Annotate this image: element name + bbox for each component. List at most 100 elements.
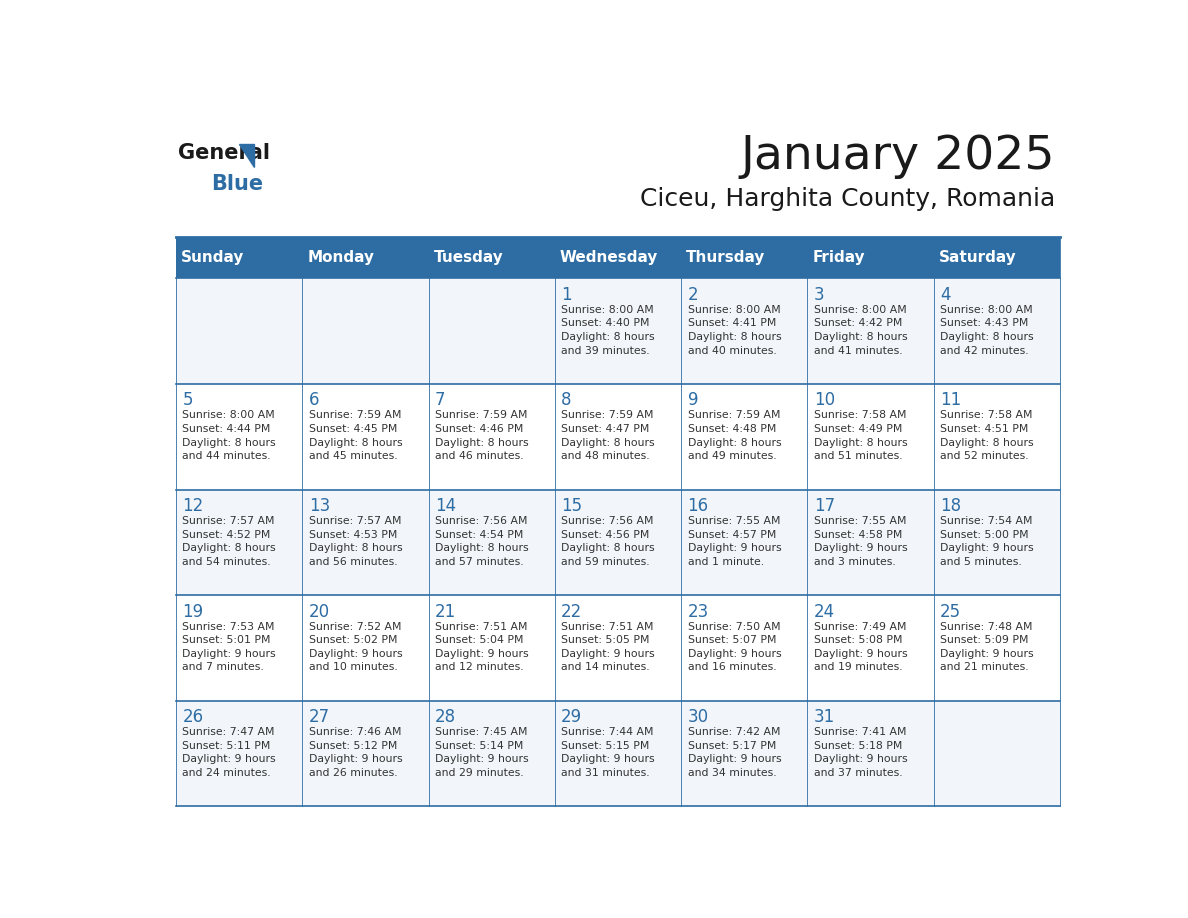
Text: Sunrise: 7:53 AM
Sunset: 5:01 PM
Daylight: 9 hours
and 7 minutes.: Sunrise: 7:53 AM Sunset: 5:01 PM Dayligh… bbox=[183, 621, 276, 672]
Bar bbox=[681, 489, 808, 595]
Bar bbox=[429, 595, 555, 700]
Text: Sunrise: 7:59 AM
Sunset: 4:47 PM
Daylight: 8 hours
and 48 minutes.: Sunrise: 7:59 AM Sunset: 4:47 PM Dayligh… bbox=[561, 410, 655, 461]
Text: 29: 29 bbox=[561, 708, 582, 726]
Bar bbox=[429, 278, 555, 384]
Text: 17: 17 bbox=[814, 497, 835, 515]
Text: Sunrise: 7:57 AM
Sunset: 4:52 PM
Daylight: 8 hours
and 54 minutes.: Sunrise: 7:57 AM Sunset: 4:52 PM Dayligh… bbox=[183, 516, 276, 566]
Text: Sunrise: 7:59 AM
Sunset: 4:45 PM
Daylight: 8 hours
and 45 minutes.: Sunrise: 7:59 AM Sunset: 4:45 PM Dayligh… bbox=[309, 410, 403, 461]
Bar bbox=[934, 700, 1060, 806]
Bar bbox=[808, 489, 934, 595]
Text: Sunrise: 8:00 AM
Sunset: 4:41 PM
Daylight: 8 hours
and 40 minutes.: Sunrise: 8:00 AM Sunset: 4:41 PM Dayligh… bbox=[688, 305, 782, 355]
Bar bbox=[934, 278, 1060, 384]
Bar bbox=[934, 238, 1060, 278]
Text: 19: 19 bbox=[183, 602, 203, 621]
Text: 10: 10 bbox=[814, 391, 835, 409]
Text: Ciceu, Harghita County, Romania: Ciceu, Harghita County, Romania bbox=[640, 186, 1055, 210]
Bar bbox=[303, 700, 429, 806]
Bar bbox=[176, 489, 303, 595]
Text: 20: 20 bbox=[309, 602, 330, 621]
Text: Sunrise: 7:56 AM
Sunset: 4:56 PM
Daylight: 8 hours
and 59 minutes.: Sunrise: 7:56 AM Sunset: 4:56 PM Dayligh… bbox=[561, 516, 655, 566]
Bar bbox=[429, 238, 555, 278]
Text: 30: 30 bbox=[688, 708, 708, 726]
Text: 9: 9 bbox=[688, 391, 699, 409]
Text: Sunrise: 7:52 AM
Sunset: 5:02 PM
Daylight: 9 hours
and 10 minutes.: Sunrise: 7:52 AM Sunset: 5:02 PM Dayligh… bbox=[309, 621, 403, 672]
Text: 8: 8 bbox=[561, 391, 571, 409]
Text: 26: 26 bbox=[183, 708, 203, 726]
Text: 3: 3 bbox=[814, 285, 824, 304]
Text: 11: 11 bbox=[940, 391, 961, 409]
Text: 24: 24 bbox=[814, 602, 835, 621]
Bar bbox=[176, 238, 303, 278]
Text: 27: 27 bbox=[309, 708, 330, 726]
Text: Sunrise: 7:55 AM
Sunset: 4:58 PM
Daylight: 9 hours
and 3 minutes.: Sunrise: 7:55 AM Sunset: 4:58 PM Dayligh… bbox=[814, 516, 908, 566]
Bar bbox=[555, 595, 681, 700]
Text: Sunrise: 8:00 AM
Sunset: 4:40 PM
Daylight: 8 hours
and 39 minutes.: Sunrise: 8:00 AM Sunset: 4:40 PM Dayligh… bbox=[561, 305, 655, 355]
Text: Thursday: Thursday bbox=[687, 251, 765, 265]
Text: Blue: Blue bbox=[211, 174, 264, 195]
Text: Sunrise: 7:42 AM
Sunset: 5:17 PM
Daylight: 9 hours
and 34 minutes.: Sunrise: 7:42 AM Sunset: 5:17 PM Dayligh… bbox=[688, 727, 782, 778]
Text: Sunrise: 8:00 AM
Sunset: 4:44 PM
Daylight: 8 hours
and 44 minutes.: Sunrise: 8:00 AM Sunset: 4:44 PM Dayligh… bbox=[183, 410, 276, 461]
Bar bbox=[808, 384, 934, 489]
Text: Sunrise: 7:55 AM
Sunset: 4:57 PM
Daylight: 9 hours
and 1 minute.: Sunrise: 7:55 AM Sunset: 4:57 PM Dayligh… bbox=[688, 516, 782, 566]
Bar bbox=[808, 700, 934, 806]
Text: Sunrise: 7:58 AM
Sunset: 4:51 PM
Daylight: 8 hours
and 52 minutes.: Sunrise: 7:58 AM Sunset: 4:51 PM Dayligh… bbox=[940, 410, 1034, 461]
Bar bbox=[176, 700, 303, 806]
Bar bbox=[303, 489, 429, 595]
Text: Sunrise: 7:47 AM
Sunset: 5:11 PM
Daylight: 9 hours
and 24 minutes.: Sunrise: 7:47 AM Sunset: 5:11 PM Dayligh… bbox=[183, 727, 276, 778]
Bar bbox=[429, 489, 555, 595]
Text: 16: 16 bbox=[688, 497, 708, 515]
Bar bbox=[303, 595, 429, 700]
Bar bbox=[681, 238, 808, 278]
Text: 5: 5 bbox=[183, 391, 192, 409]
Text: Tuesday: Tuesday bbox=[434, 251, 504, 265]
Text: 1: 1 bbox=[561, 285, 571, 304]
Bar bbox=[176, 384, 303, 489]
Text: Friday: Friday bbox=[813, 251, 865, 265]
Text: Sunrise: 7:46 AM
Sunset: 5:12 PM
Daylight: 9 hours
and 26 minutes.: Sunrise: 7:46 AM Sunset: 5:12 PM Dayligh… bbox=[309, 727, 403, 778]
Text: 4: 4 bbox=[940, 285, 950, 304]
Text: Sunrise: 7:51 AM
Sunset: 5:05 PM
Daylight: 9 hours
and 14 minutes.: Sunrise: 7:51 AM Sunset: 5:05 PM Dayligh… bbox=[561, 621, 655, 672]
Bar bbox=[681, 700, 808, 806]
Text: Sunrise: 7:54 AM
Sunset: 5:00 PM
Daylight: 9 hours
and 5 minutes.: Sunrise: 7:54 AM Sunset: 5:00 PM Dayligh… bbox=[940, 516, 1034, 566]
Bar bbox=[303, 238, 429, 278]
Text: Sunrise: 7:44 AM
Sunset: 5:15 PM
Daylight: 9 hours
and 31 minutes.: Sunrise: 7:44 AM Sunset: 5:15 PM Dayligh… bbox=[561, 727, 655, 778]
Text: Sunrise: 8:00 AM
Sunset: 4:43 PM
Daylight: 8 hours
and 42 minutes.: Sunrise: 8:00 AM Sunset: 4:43 PM Dayligh… bbox=[940, 305, 1034, 355]
Text: General: General bbox=[178, 142, 270, 162]
Text: Sunrise: 7:45 AM
Sunset: 5:14 PM
Daylight: 9 hours
and 29 minutes.: Sunrise: 7:45 AM Sunset: 5:14 PM Dayligh… bbox=[435, 727, 529, 778]
Text: 18: 18 bbox=[940, 497, 961, 515]
Text: Sunrise: 7:56 AM
Sunset: 4:54 PM
Daylight: 8 hours
and 57 minutes.: Sunrise: 7:56 AM Sunset: 4:54 PM Dayligh… bbox=[435, 516, 529, 566]
Bar bbox=[934, 595, 1060, 700]
Text: 6: 6 bbox=[309, 391, 320, 409]
Text: Sunrise: 7:59 AM
Sunset: 4:46 PM
Daylight: 8 hours
and 46 minutes.: Sunrise: 7:59 AM Sunset: 4:46 PM Dayligh… bbox=[435, 410, 529, 461]
Bar bbox=[808, 278, 934, 384]
Bar bbox=[681, 595, 808, 700]
Text: Sunrise: 7:58 AM
Sunset: 4:49 PM
Daylight: 8 hours
and 51 minutes.: Sunrise: 7:58 AM Sunset: 4:49 PM Dayligh… bbox=[814, 410, 908, 461]
Text: 31: 31 bbox=[814, 708, 835, 726]
Text: Sunday: Sunday bbox=[182, 251, 245, 265]
Text: Sunrise: 8:00 AM
Sunset: 4:42 PM
Daylight: 8 hours
and 41 minutes.: Sunrise: 8:00 AM Sunset: 4:42 PM Dayligh… bbox=[814, 305, 908, 355]
Bar bbox=[808, 238, 934, 278]
Text: 23: 23 bbox=[688, 602, 709, 621]
Bar bbox=[681, 278, 808, 384]
Text: Sunrise: 7:57 AM
Sunset: 4:53 PM
Daylight: 8 hours
and 56 minutes.: Sunrise: 7:57 AM Sunset: 4:53 PM Dayligh… bbox=[309, 516, 403, 566]
Bar bbox=[555, 700, 681, 806]
Bar bbox=[176, 595, 303, 700]
Text: Monday: Monday bbox=[308, 251, 374, 265]
Bar bbox=[303, 384, 429, 489]
Bar bbox=[176, 278, 303, 384]
Text: Sunrise: 7:48 AM
Sunset: 5:09 PM
Daylight: 9 hours
and 21 minutes.: Sunrise: 7:48 AM Sunset: 5:09 PM Dayligh… bbox=[940, 621, 1034, 672]
Text: Wednesday: Wednesday bbox=[560, 251, 658, 265]
Text: 28: 28 bbox=[435, 708, 456, 726]
Text: Saturday: Saturday bbox=[939, 251, 1017, 265]
Text: 7: 7 bbox=[435, 391, 446, 409]
Bar bbox=[555, 384, 681, 489]
Text: 2: 2 bbox=[688, 285, 699, 304]
Text: Sunrise: 7:59 AM
Sunset: 4:48 PM
Daylight: 8 hours
and 49 minutes.: Sunrise: 7:59 AM Sunset: 4:48 PM Dayligh… bbox=[688, 410, 782, 461]
Text: Sunrise: 7:50 AM
Sunset: 5:07 PM
Daylight: 9 hours
and 16 minutes.: Sunrise: 7:50 AM Sunset: 5:07 PM Dayligh… bbox=[688, 621, 782, 672]
Text: 15: 15 bbox=[561, 497, 582, 515]
Bar bbox=[555, 489, 681, 595]
Text: 12: 12 bbox=[183, 497, 203, 515]
Text: Sunrise: 7:41 AM
Sunset: 5:18 PM
Daylight: 9 hours
and 37 minutes.: Sunrise: 7:41 AM Sunset: 5:18 PM Dayligh… bbox=[814, 727, 908, 778]
Text: 21: 21 bbox=[435, 602, 456, 621]
Bar bbox=[555, 278, 681, 384]
